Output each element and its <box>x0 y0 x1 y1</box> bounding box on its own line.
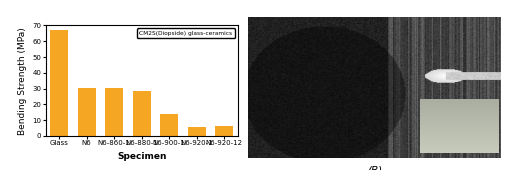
Y-axis label: Bending Strength (MPa): Bending Strength (MPa) <box>18 27 27 135</box>
Bar <box>50 30 68 136</box>
Text: (B): (B) <box>366 165 381 170</box>
Bar <box>160 114 178 136</box>
Bar <box>215 126 232 136</box>
Legend: CM2S(Diopside) glass-ceramics: CM2S(Diopside) glass-ceramics <box>137 28 234 38</box>
Bar <box>105 88 123 136</box>
X-axis label: Specimen: Specimen <box>117 152 166 161</box>
Bar <box>78 88 95 136</box>
Bar <box>187 127 205 136</box>
Bar <box>132 91 150 136</box>
